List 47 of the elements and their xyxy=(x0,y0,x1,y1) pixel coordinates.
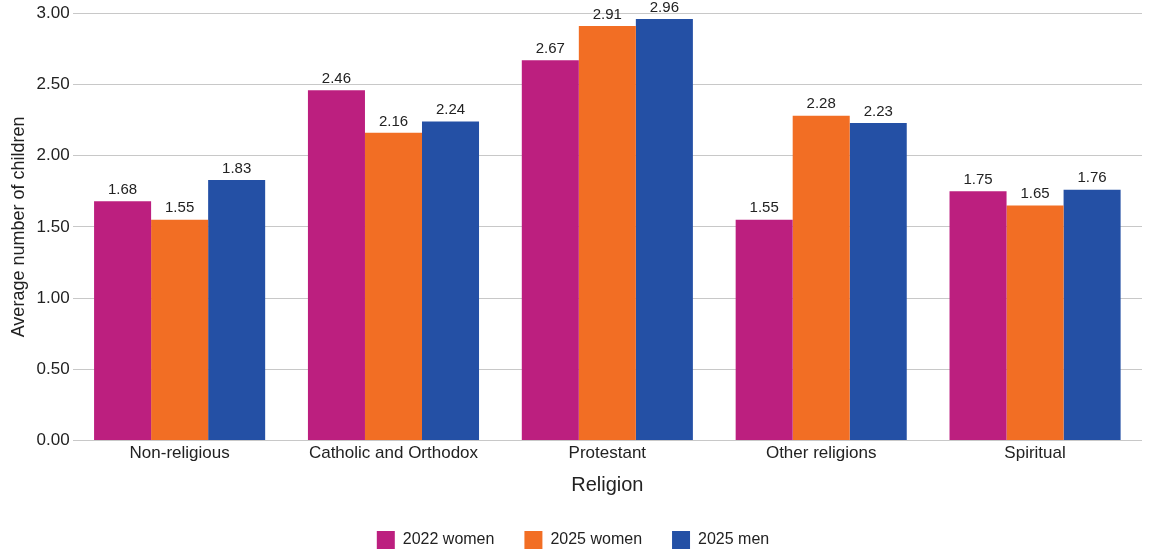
bar xyxy=(635,18,693,441)
y-tick-label: 2.00 xyxy=(36,145,70,165)
data-label: 2.28 xyxy=(806,94,836,112)
y-tick-label: 0.50 xyxy=(36,359,70,379)
data-label: 2.23 xyxy=(863,101,893,119)
bar xyxy=(364,132,422,441)
data-label: 2.24 xyxy=(435,100,466,118)
data-label: 1.55 xyxy=(165,198,195,216)
data-label: 2.91 xyxy=(592,4,622,22)
y-tick-label: 3.00 xyxy=(36,2,70,22)
bar xyxy=(1006,205,1064,441)
data-label: 1.65 xyxy=(1020,184,1050,202)
bar xyxy=(422,121,480,441)
data-label: 2.67 xyxy=(535,38,565,56)
bar xyxy=(849,122,907,441)
bar xyxy=(1063,189,1121,441)
bar xyxy=(208,179,266,441)
legend-label: 2025 women xyxy=(550,530,643,548)
bar xyxy=(578,26,636,441)
data-label: 1.75 xyxy=(963,169,993,187)
data-label: 1.76 xyxy=(1077,168,1107,186)
y-tick-label: 1.50 xyxy=(36,216,70,236)
data-label: 2.46 xyxy=(321,68,352,86)
y-tick-label: 0.00 xyxy=(36,430,70,450)
y-tick-label: 2.50 xyxy=(36,74,70,94)
bar xyxy=(792,115,850,441)
bar xyxy=(735,219,793,441)
bar xyxy=(307,90,365,441)
legend-label: 2022 women xyxy=(402,530,495,548)
x-tick-label: Spiritual xyxy=(1004,443,1066,463)
legend-label: 2025 men xyxy=(698,530,770,548)
y-axis-title: Average number of children xyxy=(7,116,28,338)
data-label: 2.96 xyxy=(649,0,679,15)
data-label: 1.83 xyxy=(222,158,252,176)
x-tick-label: Non-religious xyxy=(129,443,230,463)
bar xyxy=(949,191,1007,441)
data-label: 2.16 xyxy=(378,111,409,129)
x-tick-label: Protestant xyxy=(568,443,647,463)
bar xyxy=(521,60,579,441)
x-tick-label: Other religions xyxy=(765,443,877,463)
bar xyxy=(151,219,209,441)
x-tick-label: Catholic and Orthodox xyxy=(308,443,479,463)
bar xyxy=(94,201,152,441)
data-label: 1.68 xyxy=(107,179,138,197)
data-label: 1.55 xyxy=(749,198,779,216)
y-tick-label: 1.00 xyxy=(36,287,70,307)
x-axis-title: Religion xyxy=(571,472,644,495)
